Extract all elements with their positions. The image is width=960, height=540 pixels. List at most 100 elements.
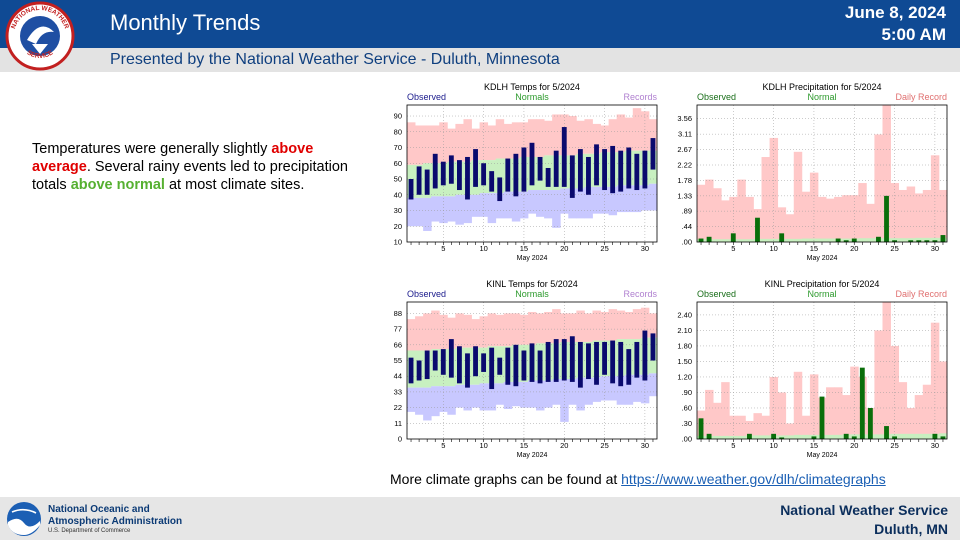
record-precip-bar <box>761 157 770 242</box>
observed-temp-bar <box>432 153 438 189</box>
observed-temp-bar <box>465 156 470 200</box>
record-low-band <box>519 381 529 408</box>
x-tick-label: 15 <box>810 441 818 450</box>
summary-text: Temperatures were generally slightly abo… <box>32 140 362 194</box>
record-low-band <box>576 377 585 411</box>
record-high-band <box>568 313 577 342</box>
record-precip-bar <box>801 415 811 439</box>
record-low-band <box>616 376 626 405</box>
record-low-band <box>527 190 537 214</box>
observed-precip-bar <box>932 433 938 439</box>
normal-precip-bar <box>906 433 916 439</box>
observed-temp-bar <box>489 347 495 390</box>
x-tick-label: 30 <box>641 244 649 253</box>
record-low-band <box>439 196 448 224</box>
x-tick-label: 20 <box>560 441 568 450</box>
normal-precip-bar <box>930 237 940 242</box>
record-precip-bar <box>777 392 787 439</box>
record-low-band <box>423 387 432 421</box>
record-precip-bar <box>874 134 883 242</box>
x-tick-label: 5 <box>441 244 445 253</box>
observed-temp-bar <box>424 169 430 195</box>
observed-temp-bar <box>408 357 414 384</box>
record-low-band <box>415 387 424 415</box>
normal-precip-bar <box>713 435 722 439</box>
observed-temp-bar <box>416 360 422 381</box>
normal-precip-bar <box>858 238 867 242</box>
record-high-band <box>487 313 497 347</box>
record-low-band <box>431 196 440 222</box>
y-tick-label: 3.56 <box>677 114 692 123</box>
record-high-band <box>584 313 593 342</box>
y-tick-label: 30 <box>394 206 402 215</box>
record-high-band <box>455 313 464 348</box>
normal-precip-bar <box>922 237 932 242</box>
summary-part3: at most climate sites. <box>164 177 305 193</box>
record-precip-bar <box>826 198 835 242</box>
record-precip-bar <box>737 179 746 242</box>
record-precip-bar <box>793 371 803 439</box>
record-high-band <box>407 122 416 165</box>
x-tick-label: 20 <box>850 244 858 253</box>
normal-precip-bar <box>906 238 916 242</box>
record-high-band <box>511 313 521 345</box>
y-tick-label: 90 <box>394 112 402 121</box>
record-precip-bar <box>817 196 827 242</box>
y-tick-label: 2.22 <box>677 161 692 170</box>
observed-temp-bar <box>626 349 632 385</box>
observed-precip-bar <box>755 217 760 242</box>
normal-precip-bar <box>922 433 932 439</box>
normal-precip-bar <box>793 238 803 242</box>
observed-precip-bar <box>940 436 946 439</box>
legend-label: Normals <box>515 92 549 102</box>
record-low-band <box>423 197 432 231</box>
kdlh-precip-chart: .00 .44 .89 1.33 1.78 2.22 2.67 3.11 3.56 5 10 15 20… <box>677 82 948 262</box>
record-high-band <box>503 313 513 347</box>
observed-temp-bar <box>626 147 632 189</box>
record-precip-bar <box>777 207 787 242</box>
record-high-band <box>503 123 513 159</box>
y-tick-label: 1.20 <box>677 372 692 381</box>
record-low-band <box>616 185 626 213</box>
record-high-band <box>616 114 626 153</box>
footer-office: National Weather Service Duluth, MN <box>780 501 948 539</box>
record-precip-bar <box>834 196 843 242</box>
legend-label: Records <box>623 92 657 102</box>
record-low-band <box>608 186 618 216</box>
record-low-band <box>584 377 593 405</box>
observed-temp-bar <box>650 333 656 361</box>
observed-temp-bar <box>577 341 583 388</box>
observed-precip-bar <box>706 433 712 439</box>
x-tick-label: 20 <box>560 244 568 253</box>
normal-precip-bar <box>866 238 875 242</box>
climate-graphs-link[interactable]: https://www.weather.gov/dlh/climategraph… <box>621 471 886 487</box>
record-high-band <box>527 119 537 157</box>
observed-temp-bar <box>465 353 470 388</box>
observed-temp-bar <box>448 155 454 184</box>
observed-temp-bar <box>513 153 519 197</box>
record-low-band <box>592 377 601 402</box>
more-graphs-prefix: More climate graphs can be found at <box>390 471 622 487</box>
record-high-band <box>648 313 658 338</box>
y-tick-label: 1.78 <box>677 176 692 185</box>
record-high-band <box>415 316 424 351</box>
record-precip-bar <box>898 189 908 242</box>
record-high-band <box>439 122 448 164</box>
subtitle-bar: Presented by the National Weather Servic… <box>0 48 960 72</box>
normal-precip-bar <box>721 239 730 242</box>
normal-precip-bar <box>898 238 908 242</box>
normal-precip-bar <box>761 435 770 439</box>
normal-precip-bar <box>737 239 746 242</box>
record-low-band <box>471 384 480 408</box>
observed-precip-bar <box>698 418 704 439</box>
record-high-band <box>592 310 601 341</box>
normal-precip-bar <box>826 434 835 439</box>
record-precip-bar <box>713 188 722 242</box>
record-precip-bar <box>842 195 851 242</box>
y-tick-label: 50 <box>394 175 402 184</box>
y-tick-label: 11 <box>394 419 402 428</box>
observed-precip-bar <box>859 367 865 439</box>
observed-precip-bar <box>843 240 849 242</box>
record-low-band <box>447 196 456 222</box>
kdlh-temps-chart: 10 20 30 40 50 60 70 80 90 5 10 15 20 25 30 KDLH Temps … <box>394 82 658 262</box>
